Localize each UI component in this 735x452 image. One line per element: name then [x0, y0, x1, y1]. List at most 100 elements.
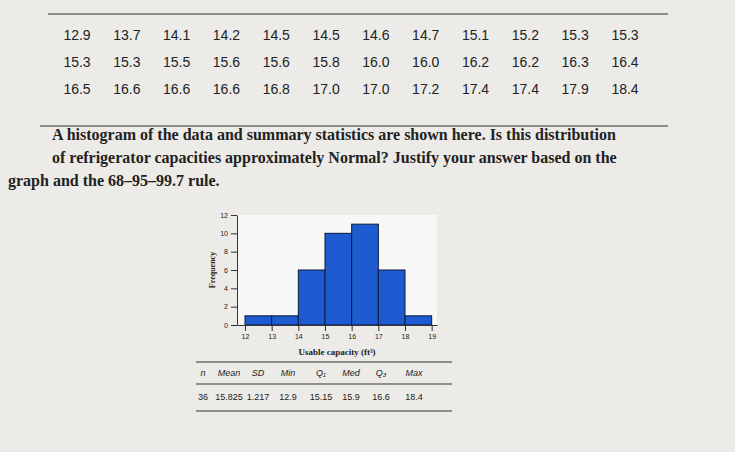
- y-tick-label: 8: [224, 248, 228, 255]
- summary-value: 1.217: [247, 392, 270, 402]
- x-tick: 15: [322, 325, 330, 340]
- x-tick-label: 13: [268, 333, 276, 340]
- table-cell: 15.3: [611, 27, 638, 43]
- x-tick-mark: [325, 325, 326, 331]
- y-tick: 8: [224, 248, 237, 255]
- histogram-bar: [245, 316, 272, 325]
- question-line: A histogram of the data and summary stat…: [52, 126, 616, 144]
- table-cell: 16.2: [462, 54, 489, 70]
- y-tick-label: 10: [220, 230, 228, 237]
- table-cell: 15.3: [113, 54, 140, 70]
- x-tick-mark: [272, 325, 273, 331]
- x-axis-title: Usable capacity (ft³): [298, 347, 375, 357]
- table-cell: 14.6: [362, 27, 389, 43]
- y-tick-label: 6: [224, 267, 228, 274]
- table-cell: 17.4: [512, 81, 539, 97]
- histogram-bar: [298, 270, 325, 325]
- table-cell: 15.1: [462, 27, 489, 43]
- table-cell: 15.6: [263, 54, 290, 70]
- summary-header: Med: [342, 368, 361, 378]
- table-cell: 17.2: [412, 81, 439, 97]
- table-cell: 15.3: [63, 54, 90, 70]
- x-tick-label: 17: [375, 333, 383, 340]
- summary-header: Q₃: [376, 368, 387, 378]
- page: 12.913.714.114.214.514.514.614.715.115.2…: [0, 0, 735, 452]
- table-cell: 16.5: [63, 81, 90, 97]
- y-tick-label: 4: [224, 285, 228, 292]
- y-tick: 2: [224, 303, 237, 310]
- table-cell: 15.8: [312, 54, 339, 70]
- summary-value: 12.9: [279, 392, 297, 402]
- summary-value: 16.6: [372, 392, 390, 402]
- table-cell: 16.3: [562, 54, 589, 70]
- x-tick-mark: [298, 325, 299, 331]
- y-tick-mark: [231, 288, 237, 289]
- table-cell: 16.2: [512, 54, 539, 70]
- summary-header: Min: [281, 368, 296, 378]
- y-tick-mark: [231, 215, 237, 216]
- table-cell: 16.0: [412, 54, 439, 70]
- y-tick-label: 2: [224, 303, 228, 310]
- table-cell: 16.4: [611, 54, 638, 70]
- plot-background: [237, 215, 437, 325]
- summary-value: 15.825: [215, 392, 243, 402]
- x-tick-label: 16: [348, 333, 356, 340]
- y-tick-mark: [231, 252, 237, 253]
- summary-header: Mean: [218, 368, 241, 378]
- table-cell: 18.4: [611, 81, 638, 97]
- table-cell: 16.0: [362, 54, 389, 70]
- x-tick-label: 14: [295, 333, 303, 340]
- x-tick-label: 18: [402, 333, 410, 340]
- x-tick: 12: [242, 325, 250, 340]
- summary-header: Q₁: [316, 368, 326, 378]
- histogram-bar: [325, 233, 352, 325]
- y-tick-mark: [231, 325, 237, 326]
- table-cell: 15.5: [163, 54, 190, 70]
- y-axis: 0 2 4 6 8 10 12: [220, 212, 237, 329]
- table-cell: 17.4: [462, 81, 489, 97]
- summary-value: 18.4: [405, 392, 423, 402]
- x-tick: 19: [428, 325, 436, 340]
- x-tick-mark: [405, 325, 406, 331]
- summary-header: Max: [405, 368, 423, 378]
- y-tick: 6: [224, 267, 237, 274]
- summary-header: SD: [252, 368, 265, 378]
- x-tick-mark: [352, 325, 353, 331]
- x-axis-line: [238, 325, 438, 326]
- table-cell: 17.0: [362, 81, 389, 97]
- summary-rule-bottom: [196, 410, 452, 411]
- table-rule-top: [48, 13, 668, 14]
- histogram-bar: [352, 224, 379, 325]
- y-tick-mark: [231, 270, 237, 271]
- x-tick-label: 19: [428, 333, 436, 340]
- table-cell: 17.0: [312, 81, 339, 97]
- x-tick-mark: [432, 325, 433, 331]
- x-tick: 13: [268, 325, 276, 340]
- x-axis: 12 13 14 15 16 17 18 19: [238, 325, 438, 340]
- histogram-bar: [378, 270, 405, 325]
- y-tick-label: 0: [224, 322, 228, 329]
- x-tick-label: 15: [322, 333, 330, 340]
- table-cell: 16.6: [163, 81, 190, 97]
- table-cell: 14.2: [213, 27, 240, 43]
- summary-rule-top: [196, 361, 452, 362]
- summary-header: n: [200, 368, 205, 378]
- table-cell: 14.5: [312, 27, 339, 43]
- x-tick: 14: [295, 325, 303, 340]
- table-cell: 13.7: [113, 27, 140, 43]
- summary-value: 36: [198, 392, 208, 402]
- x-tick-mark: [378, 325, 379, 331]
- table-cell: 14.7: [412, 27, 439, 43]
- data-table: 12.913.714.114.214.514.514.614.715.115.2…: [63, 27, 638, 97]
- table-cell: 14.1: [163, 27, 190, 43]
- y-tick-label: 12: [220, 212, 228, 219]
- summary-rule-middle: [196, 383, 452, 384]
- y-tick: 4: [224, 285, 237, 292]
- x-tick: 16: [348, 325, 356, 340]
- x-tick-mark: [245, 325, 246, 331]
- table-cell: 15.2: [512, 27, 539, 43]
- y-tick-mark: [231, 233, 237, 234]
- table-cell: 15.3: [562, 27, 589, 43]
- x-tick-label: 12: [242, 333, 250, 340]
- question-line: of refrigerator capacities approximately…: [52, 149, 617, 167]
